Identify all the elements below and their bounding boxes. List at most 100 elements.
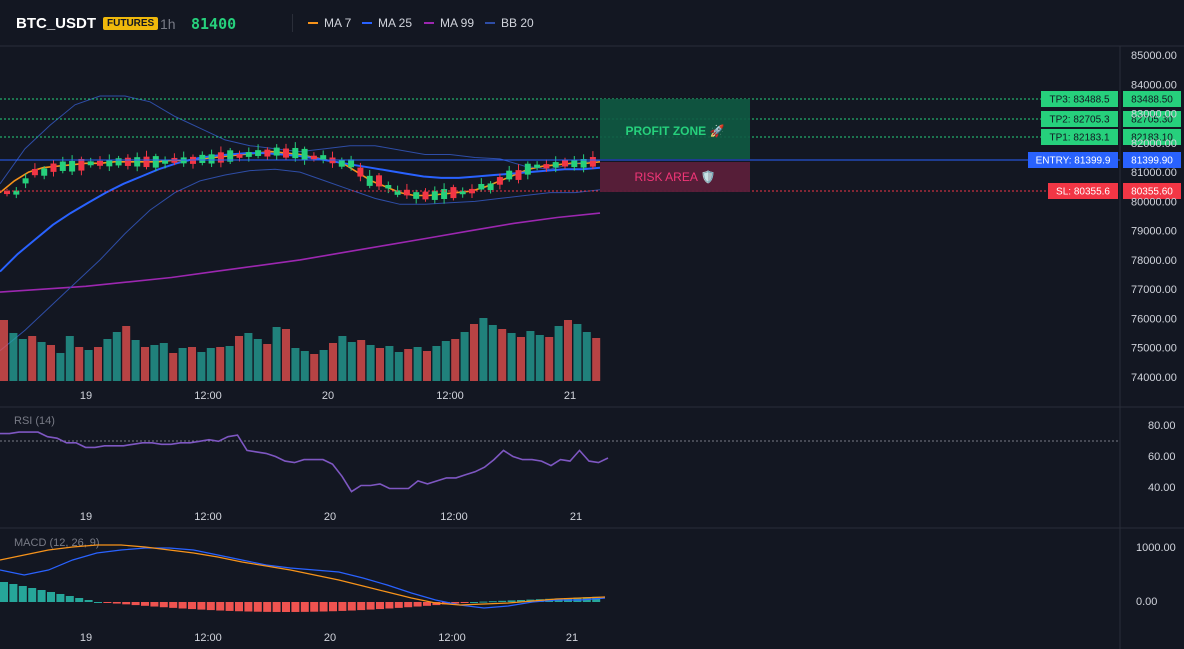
volume-bar <box>366 345 375 381</box>
volume-bar <box>385 346 394 381</box>
candle-body[interactable] <box>394 190 401 195</box>
candle-body[interactable] <box>589 157 596 167</box>
candle-body[interactable] <box>580 159 587 168</box>
candle-body[interactable] <box>422 191 429 200</box>
volume-bar <box>65 336 74 381</box>
candle-body[interactable] <box>245 152 252 157</box>
candle-body[interactable] <box>255 150 262 156</box>
legend-bb20-label: BB 20 <box>501 16 534 30</box>
timeframe-label[interactable]: 1h <box>160 16 176 32</box>
rsi-polyline <box>0 431 609 493</box>
candle-body[interactable] <box>562 160 568 167</box>
candle-body[interactable] <box>4 191 10 195</box>
volume-bar <box>338 336 347 381</box>
candle-body[interactable] <box>273 147 280 156</box>
candle-body[interactable] <box>385 185 392 189</box>
candle-body[interactable] <box>338 159 345 167</box>
volume-bar <box>347 342 356 381</box>
candle-body[interactable] <box>552 162 559 168</box>
time-label: 21 <box>570 511 582 523</box>
candle-body[interactable] <box>217 152 224 163</box>
candle-body[interactable] <box>534 164 541 168</box>
candle-body[interactable] <box>441 189 448 200</box>
candle-body[interactable] <box>283 148 289 158</box>
volume-bar <box>376 348 384 381</box>
candle-body[interactable] <box>115 158 122 166</box>
candle-body[interactable] <box>366 175 373 186</box>
candle-body[interactable] <box>543 164 550 169</box>
rsi-title: RSI (14) <box>14 415 55 427</box>
candle-body[interactable] <box>459 190 466 195</box>
legend-ma99[interactable]: MA 99 <box>424 16 474 30</box>
candle-body[interactable] <box>162 159 169 164</box>
macd-bar <box>488 601 497 603</box>
macd-bar <box>310 602 319 612</box>
macd-bar <box>404 602 413 608</box>
macd-title: MACD (12, 26, 9) <box>14 537 100 549</box>
candle-body[interactable] <box>376 175 382 187</box>
macd-bar <box>263 602 272 612</box>
volume-bar <box>150 345 159 381</box>
volume-bar <box>159 343 168 381</box>
candle-body[interactable] <box>506 170 513 180</box>
candle-body[interactable] <box>292 147 299 159</box>
macd-bar <box>18 586 27 602</box>
candle-body[interactable] <box>13 190 20 195</box>
candle-body[interactable] <box>69 160 76 172</box>
volume-bar <box>37 342 46 381</box>
time-label: 20 <box>324 632 336 644</box>
main-price-pane[interactable] <box>0 95 601 352</box>
candle-body[interactable] <box>478 183 485 190</box>
candle-body[interactable] <box>301 148 308 161</box>
candle-body[interactable] <box>124 157 131 166</box>
legend-ma7[interactable]: MA 7 <box>308 16 351 30</box>
candle-body[interactable] <box>97 160 103 166</box>
candle-body[interactable] <box>41 168 48 176</box>
macd-signal-line <box>0 544 606 606</box>
candle-body[interactable] <box>571 159 578 168</box>
macd-axis-label: 1000.00 <box>1136 542 1176 554</box>
volume-bar <box>188 347 196 381</box>
candle-body[interactable] <box>496 177 503 185</box>
price-axis-label: 82000.00 <box>1131 138 1177 150</box>
candle-body[interactable] <box>50 163 57 172</box>
macd-bar <box>188 602 196 610</box>
candle-body[interactable] <box>236 154 243 158</box>
candle-body[interactable] <box>487 183 494 191</box>
candle-body[interactable] <box>413 192 420 199</box>
legend-ma25[interactable]: MA 25 <box>362 16 412 30</box>
candle-body[interactable] <box>227 150 234 162</box>
candle-body[interactable] <box>348 159 355 168</box>
candle-body[interactable] <box>134 157 141 167</box>
candle-body[interactable] <box>403 189 410 196</box>
candle-body[interactable] <box>431 191 438 200</box>
price-axis-label: 85000.00 <box>1131 50 1177 62</box>
candle-body[interactable] <box>320 155 327 160</box>
candle-body[interactable] <box>78 158 85 171</box>
macd-bar <box>291 602 300 612</box>
candle-body[interactable] <box>143 156 150 168</box>
candle-body[interactable] <box>515 170 522 180</box>
candle-body[interactable] <box>22 178 29 184</box>
tp2-tag <box>1041 111 1118 127</box>
price-axis[interactable]: 85000.00 84000.00 83000.00 82000.00 81000.00… <box>1131 50 1177 384</box>
symbol-name[interactable]: BTC_USDT <box>16 15 97 32</box>
candle-body[interactable] <box>31 169 38 176</box>
candle-body[interactable] <box>357 167 364 177</box>
macd-bar <box>498 600 507 602</box>
candle-body[interactable] <box>450 187 457 199</box>
legend-bb20[interactable]: BB 20 <box>485 16 534 30</box>
candle-body[interactable] <box>310 155 317 160</box>
ma99-line <box>0 212 601 293</box>
candle-body[interactable] <box>199 154 206 163</box>
candle-body[interactable] <box>87 161 94 166</box>
candle-body[interactable] <box>152 156 159 168</box>
candle-body[interactable] <box>59 161 66 171</box>
candle-body[interactable] <box>524 163 531 175</box>
candle-body[interactable] <box>208 154 215 164</box>
time-label: 19 <box>80 632 92 644</box>
tp3-tag-label: TP3: 83488.5 <box>1049 95 1109 106</box>
candle-body[interactable] <box>264 149 271 157</box>
candle-body[interactable] <box>106 160 113 167</box>
